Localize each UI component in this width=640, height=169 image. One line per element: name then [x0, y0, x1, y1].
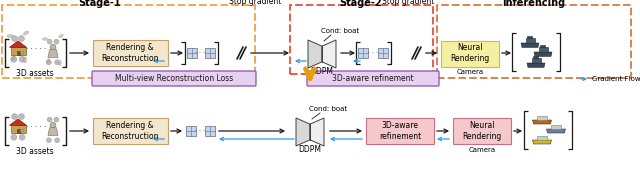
Polygon shape — [308, 40, 322, 68]
Text: Stop gradient: Stop gradient — [229, 0, 281, 6]
Text: Cond: boat: Cond: boat — [321, 28, 359, 34]
Polygon shape — [310, 118, 324, 146]
Text: · · ·: · · · — [195, 51, 205, 55]
Bar — [378, 48, 388, 58]
Ellipse shape — [46, 59, 50, 63]
Text: DDPM: DDPM — [298, 146, 321, 154]
Bar — [187, 48, 197, 58]
Circle shape — [47, 117, 52, 122]
Circle shape — [12, 114, 17, 120]
Text: Neural
Rendering: Neural Rendering — [451, 43, 490, 63]
Circle shape — [54, 60, 60, 65]
Text: Multi-view Reconstruction Loss: Multi-view Reconstruction Loss — [115, 74, 233, 83]
Ellipse shape — [7, 34, 13, 38]
Text: Stage-1: Stage-1 — [79, 0, 122, 7]
Circle shape — [54, 138, 60, 143]
Text: · · · · ·: · · · · · — [26, 124, 46, 130]
Text: 3D assets: 3D assets — [16, 69, 54, 78]
Polygon shape — [534, 52, 552, 56]
Ellipse shape — [42, 38, 47, 40]
Circle shape — [46, 138, 51, 143]
Bar — [358, 48, 368, 58]
Bar — [540, 45, 545, 47]
Polygon shape — [48, 50, 58, 57]
Text: Stage-2: Stage-2 — [340, 0, 382, 7]
Polygon shape — [296, 118, 310, 146]
Bar — [551, 125, 561, 129]
Circle shape — [47, 39, 52, 44]
Bar — [93, 118, 168, 144]
Text: Camera: Camera — [456, 69, 484, 75]
Bar — [17, 129, 19, 133]
Polygon shape — [547, 129, 566, 133]
Text: Gradient Flow: Gradient Flow — [592, 76, 640, 82]
Text: Inferencing: Inferencing — [502, 0, 566, 7]
Bar — [441, 41, 499, 67]
Circle shape — [54, 39, 59, 44]
Circle shape — [12, 36, 17, 42]
Text: Stop gradient: Stop gradient — [382, 0, 434, 6]
Circle shape — [11, 134, 17, 140]
Circle shape — [19, 114, 24, 120]
Circle shape — [54, 117, 59, 122]
Bar — [20, 129, 22, 131]
Bar — [533, 56, 538, 58]
Bar — [205, 126, 215, 136]
Bar — [366, 118, 434, 144]
Text: 3D-aware
refinement: 3D-aware refinement — [379, 121, 421, 141]
Circle shape — [19, 36, 24, 42]
Text: 3D assets: 3D assets — [16, 147, 54, 156]
Circle shape — [19, 56, 25, 62]
Bar — [527, 36, 531, 38]
Text: Rendering &
Reconstruction: Rendering & Reconstruction — [101, 121, 159, 141]
Text: · · ·: · · · — [368, 51, 378, 55]
Text: Neural
Rendering: Neural Rendering — [462, 121, 502, 141]
Polygon shape — [48, 128, 58, 136]
Text: · · · · ·: · · · · · — [26, 46, 46, 52]
Polygon shape — [527, 63, 545, 67]
Bar — [10, 47, 26, 55]
Bar — [537, 116, 547, 120]
Polygon shape — [10, 119, 26, 125]
Bar — [525, 38, 534, 43]
Bar — [538, 47, 547, 52]
Ellipse shape — [59, 34, 63, 38]
Text: Rendering &
Reconstruction: Rendering & Reconstruction — [101, 43, 159, 63]
Polygon shape — [521, 43, 539, 47]
Ellipse shape — [23, 31, 29, 35]
Bar — [437, 5, 631, 78]
Bar — [205, 48, 215, 58]
Polygon shape — [10, 41, 26, 47]
Bar — [17, 51, 19, 55]
Bar — [2, 5, 255, 78]
Text: · · ·: · · · — [195, 128, 205, 134]
Polygon shape — [322, 40, 336, 68]
FancyBboxPatch shape — [92, 71, 256, 86]
Circle shape — [19, 134, 25, 140]
Circle shape — [50, 122, 56, 128]
Ellipse shape — [24, 57, 26, 63]
Bar — [186, 126, 196, 136]
Bar — [10, 125, 26, 133]
Text: DDPM: DDPM — [310, 67, 333, 77]
Bar — [453, 118, 511, 144]
Bar — [290, 5, 433, 74]
Bar — [93, 40, 168, 66]
Text: Camera: Camera — [468, 147, 495, 153]
Polygon shape — [532, 120, 552, 124]
Bar — [537, 136, 547, 140]
Polygon shape — [532, 140, 552, 144]
Circle shape — [46, 60, 51, 65]
Ellipse shape — [59, 61, 61, 66]
Bar — [20, 51, 22, 53]
FancyBboxPatch shape — [307, 71, 439, 86]
Ellipse shape — [11, 55, 15, 61]
Circle shape — [50, 44, 56, 50]
Text: Cond: boat: Cond: boat — [309, 106, 347, 112]
Bar — [531, 58, 541, 63]
Text: 3D-aware refinement: 3D-aware refinement — [332, 74, 414, 83]
Circle shape — [11, 56, 17, 62]
